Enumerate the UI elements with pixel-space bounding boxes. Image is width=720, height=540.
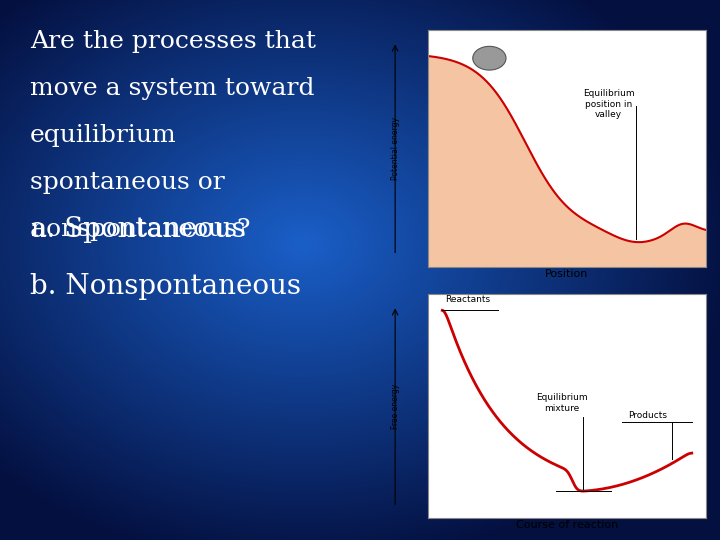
Text: Potential energy: Potential energy	[391, 117, 400, 180]
Text: Reactants: Reactants	[445, 295, 490, 303]
X-axis label: Position: Position	[545, 269, 589, 279]
Text: Equilibrium
mixture: Equilibrium mixture	[536, 393, 588, 413]
Text: move a system toward: move a system toward	[30, 77, 315, 100]
Text: Products: Products	[628, 411, 667, 420]
Text: a. Spontaneous: a. Spontaneous	[30, 216, 246, 243]
X-axis label: Course of reaction: Course of reaction	[516, 520, 618, 530]
Text: Equilibrium
position in
valley: Equilibrium position in valley	[582, 89, 634, 119]
Text: equilibrium: equilibrium	[30, 124, 176, 147]
Text: Free energy: Free energy	[391, 384, 400, 429]
Text: b. Nonspontaneous: b. Nonspontaneous	[30, 273, 301, 300]
Text: spontaneous or: spontaneous or	[30, 171, 225, 194]
Ellipse shape	[473, 46, 506, 70]
Text: nonspontaneous?: nonspontaneous?	[30, 218, 251, 241]
Text: Are the processes that: Are the processes that	[30, 30, 316, 53]
